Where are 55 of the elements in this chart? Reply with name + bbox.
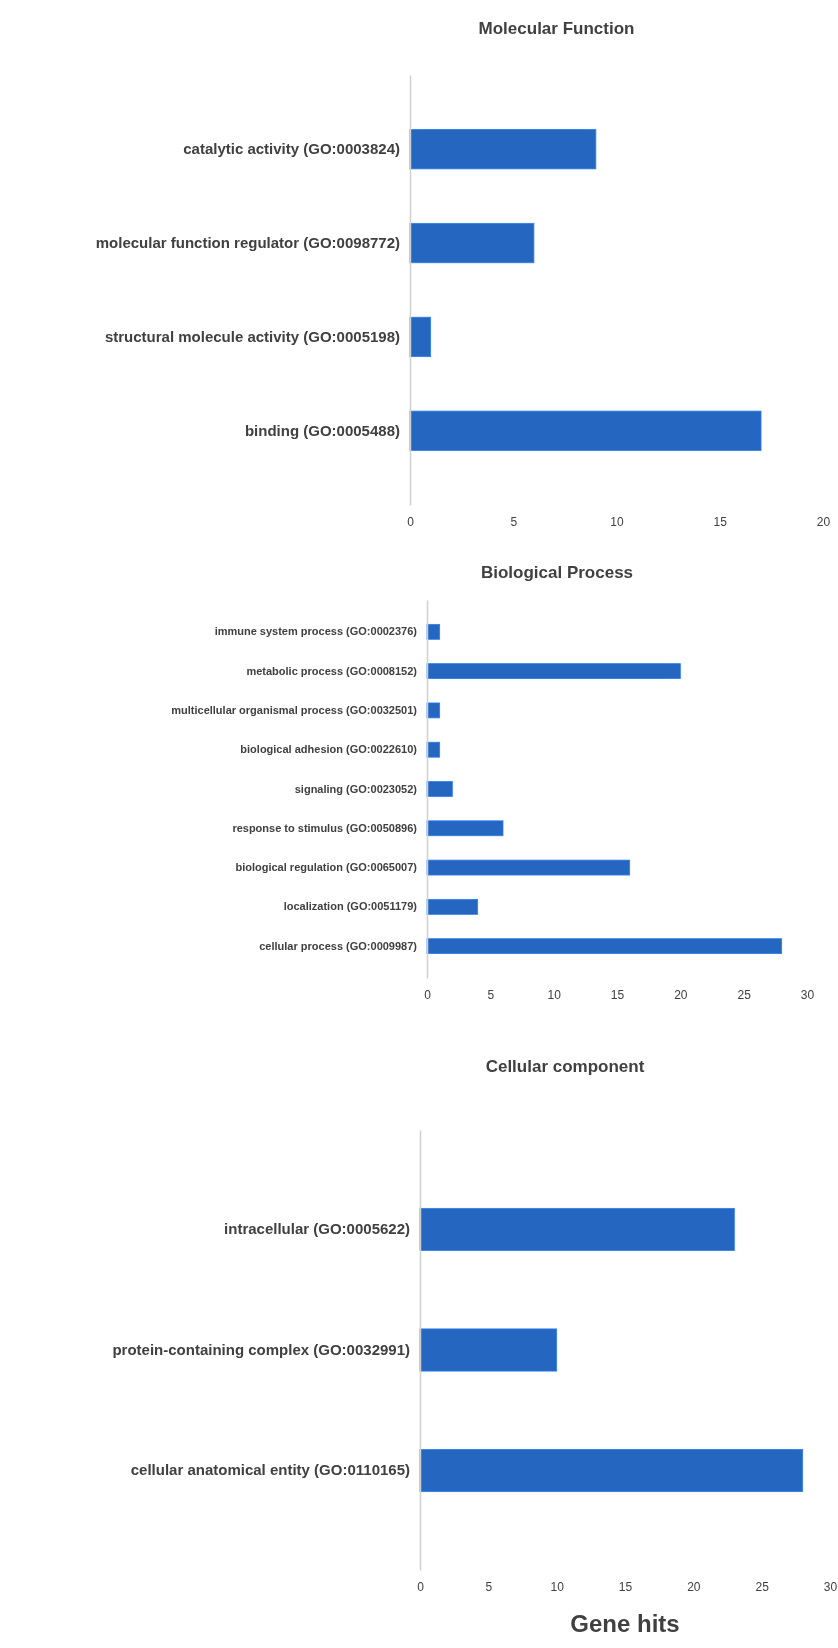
x-tick-label: 0 — [417, 1579, 425, 1594]
x-tick-label: 5 — [485, 1579, 493, 1594]
x-tick-label: 25 — [755, 1579, 770, 1594]
bar — [409, 129, 597, 170]
x-tick-label: 25 — [737, 987, 752, 1002]
x-tick-label: 10 — [550, 1579, 565, 1594]
bar — [419, 1328, 558, 1372]
y-tick-label: localization (GO:0051179) — [283, 900, 418, 913]
bar — [409, 410, 762, 451]
chart-title: Cellular component — [485, 1057, 645, 1076]
x-tick-label: 5 — [487, 987, 495, 1002]
x-tick-label: 15 — [618, 1579, 633, 1594]
y-tick-label: cellular process (GO:0009987) — [259, 939, 418, 952]
bar — [419, 1449, 804, 1493]
y-tick-label: multicellular organismal process (GO:0032501) — [171, 703, 418, 716]
y-tick-label: intracellular (GO:0005622) — [224, 1220, 410, 1238]
y-tick-label: metabolic process (GO:0008152) — [246, 664, 418, 677]
bar — [419, 1207, 735, 1251]
x-tick-label: 20 — [687, 1579, 701, 1594]
y-tick-label: protein-containing complex (GO:0032991) — [112, 1340, 410, 1358]
x-axis-title: Gene hits — [570, 1610, 680, 1637]
x-tick-label: 30 — [800, 987, 815, 1002]
bar — [426, 781, 453, 797]
x-tick-label: 0 — [424, 987, 432, 1002]
chart-title: Biological Process — [480, 563, 634, 582]
bar — [426, 702, 441, 719]
x-tick-label: 10 — [610, 514, 624, 529]
bar — [426, 820, 504, 837]
bar — [409, 316, 432, 358]
x-tick-label: 15 — [610, 987, 625, 1002]
bar — [426, 899, 479, 915]
x-tick-label: 10 — [547, 987, 562, 1002]
bar — [426, 938, 783, 955]
x-tick-label: 15 — [713, 514, 728, 529]
y-tick-label: immune system process (GO:0002376) — [214, 625, 418, 638]
bar — [409, 222, 535, 264]
bar — [426, 741, 441, 758]
x-tick-label: 30 — [823, 1579, 838, 1594]
x-tick-label: 20 — [674, 987, 688, 1002]
y-tick-label: biological adhesion (GO:0022610) — [240, 743, 418, 756]
x-tick-label: 5 — [510, 514, 518, 529]
y-tick-label: structural molecule activity (GO:0005198) — [104, 327, 400, 345]
x-tick-label: 20 — [816, 514, 831, 529]
y-tick-label: cellular anatomical entity (GO:0110165) — [130, 1461, 410, 1479]
y-tick-label: biological regulation (GO:0065007) — [235, 861, 418, 874]
bar — [426, 663, 681, 679]
y-tick-label: signaling (GO:0023052) — [294, 782, 418, 795]
bar — [426, 859, 631, 876]
chart-title: Molecular Function — [478, 19, 635, 38]
bar — [426, 623, 441, 640]
y-tick-label: binding (GO:0005488) — [244, 421, 400, 439]
x-tick-label: 0 — [407, 514, 415, 529]
y-tick-label: response to stimulus (GO:0050896) — [232, 821, 418, 834]
y-tick-label: molecular function regulator (GO:0098772) — [95, 233, 400, 251]
y-tick-label: catalytic activity (GO:0003824) — [183, 139, 400, 157]
